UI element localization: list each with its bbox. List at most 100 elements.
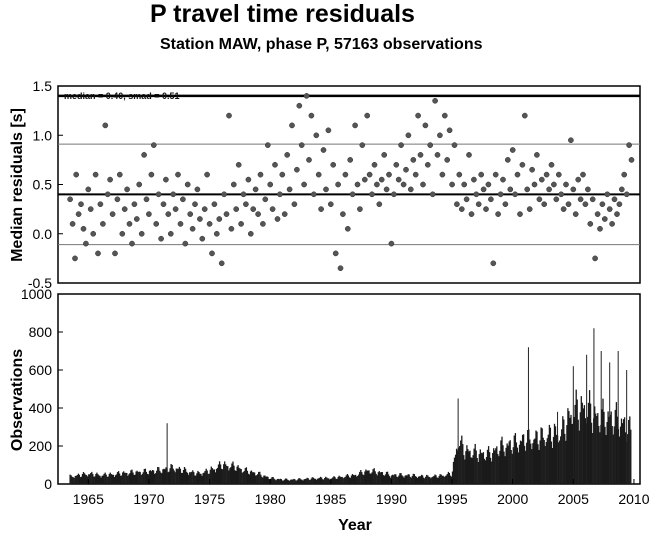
residual-point: [381, 152, 388, 158]
residual-point: [243, 201, 249, 208]
residual-point: [507, 186, 514, 193]
residual-point: [551, 181, 557, 188]
residual-point: [252, 186, 259, 193]
residual-point: [434, 152, 441, 158]
residual-point: [393, 161, 400, 168]
observations-spikes: [166, 328, 628, 484]
residual-point: [327, 201, 334, 208]
residual-point: [272, 161, 278, 168]
residual-point: [497, 191, 504, 198]
residual-point: [298, 142, 305, 148]
residual-point: [594, 211, 601, 217]
residual-point: [558, 191, 565, 198]
residual-point: [349, 191, 356, 198]
residual-point: [143, 196, 150, 203]
residual-point: [478, 171, 485, 178]
residual-point: [250, 206, 257, 212]
x-tick-label: 1970: [133, 491, 164, 507]
residual-point: [488, 196, 494, 203]
residual-point: [165, 211, 172, 217]
residual-point: [587, 221, 594, 227]
x-tick-label: 1980: [255, 491, 286, 507]
residual-point: [175, 171, 181, 178]
residual-point: [490, 260, 497, 267]
residual-point: [412, 171, 419, 178]
residual-point: [492, 171, 499, 178]
residual-point: [75, 211, 82, 217]
residual-point: [204, 171, 210, 178]
residual-point: [247, 230, 254, 237]
residual-point: [454, 201, 460, 208]
residual-point: [230, 181, 237, 188]
residual-point: [391, 191, 397, 198]
residual-point: [456, 171, 463, 178]
residual-point: [337, 265, 344, 272]
residual-point: [611, 196, 618, 203]
residual-point: [85, 186, 92, 193]
residual-point: [92, 171, 99, 178]
residual-point: [509, 147, 516, 153]
residual-point: [471, 176, 477, 183]
residual-point: [500, 176, 506, 183]
y-tick-label: 400: [29, 400, 53, 416]
y-tick-label: 1.0: [33, 127, 53, 143]
residual-point: [502, 201, 509, 208]
residual-point: [374, 181, 380, 188]
residual-point: [153, 221, 160, 227]
residual-point: [141, 152, 147, 158]
residual-point: [136, 181, 143, 188]
residual-point: [546, 186, 552, 193]
residual-point: [158, 235, 164, 242]
residual-point: [568, 137, 574, 144]
residual-point: [213, 230, 220, 237]
residual-point: [150, 142, 157, 148]
residual-point: [315, 171, 322, 178]
residual-point: [216, 216, 223, 222]
residual-point: [441, 112, 448, 119]
residual-point: [160, 201, 167, 208]
residual-point: [146, 211, 152, 217]
residual-point: [468, 211, 475, 217]
residual-point: [410, 157, 417, 163]
residual-band-lines: [58, 94, 640, 246]
residual-point: [359, 142, 366, 148]
residual-point: [609, 221, 615, 227]
residual-point: [87, 206, 94, 212]
residual-point: [284, 152, 291, 158]
residual-point: [517, 211, 523, 217]
residual-point: [466, 152, 472, 158]
x-tick-label: 1965: [73, 491, 104, 507]
residual-point: [398, 142, 404, 148]
residual-point: [427, 142, 434, 148]
residual-point: [437, 132, 443, 139]
residual-point: [235, 161, 242, 168]
residual-point: [405, 132, 412, 139]
residual-point: [606, 206, 613, 212]
x-tick-label: 1990: [376, 491, 407, 507]
residual-point: [439, 171, 446, 178]
residual-point: [407, 186, 414, 193]
y-tick-label: 1000: [21, 286, 52, 302]
x-axis-label: Year: [338, 517, 372, 534]
residual-point: [72, 255, 78, 262]
residual-point: [124, 186, 130, 193]
y-tick-label: 0: [44, 476, 52, 492]
x-tick-label: 1985: [315, 491, 346, 507]
residual-point: [201, 206, 208, 212]
residual-point: [347, 157, 354, 163]
residual-point: [371, 161, 378, 168]
residual-point: [199, 235, 206, 242]
residual-point: [553, 196, 560, 203]
residual-point: [167, 230, 174, 237]
residual-point: [519, 161, 526, 168]
residual-point: [342, 171, 349, 178]
residual-point: [245, 176, 252, 183]
residual-point: [73, 171, 80, 178]
residual-point: [458, 206, 465, 212]
residual-point: [184, 181, 191, 188]
residual-point: [126, 221, 133, 227]
observations-bars: [69, 389, 632, 484]
residual-point: [369, 191, 375, 198]
residual-point: [226, 112, 232, 119]
residual-point: [376, 201, 383, 208]
